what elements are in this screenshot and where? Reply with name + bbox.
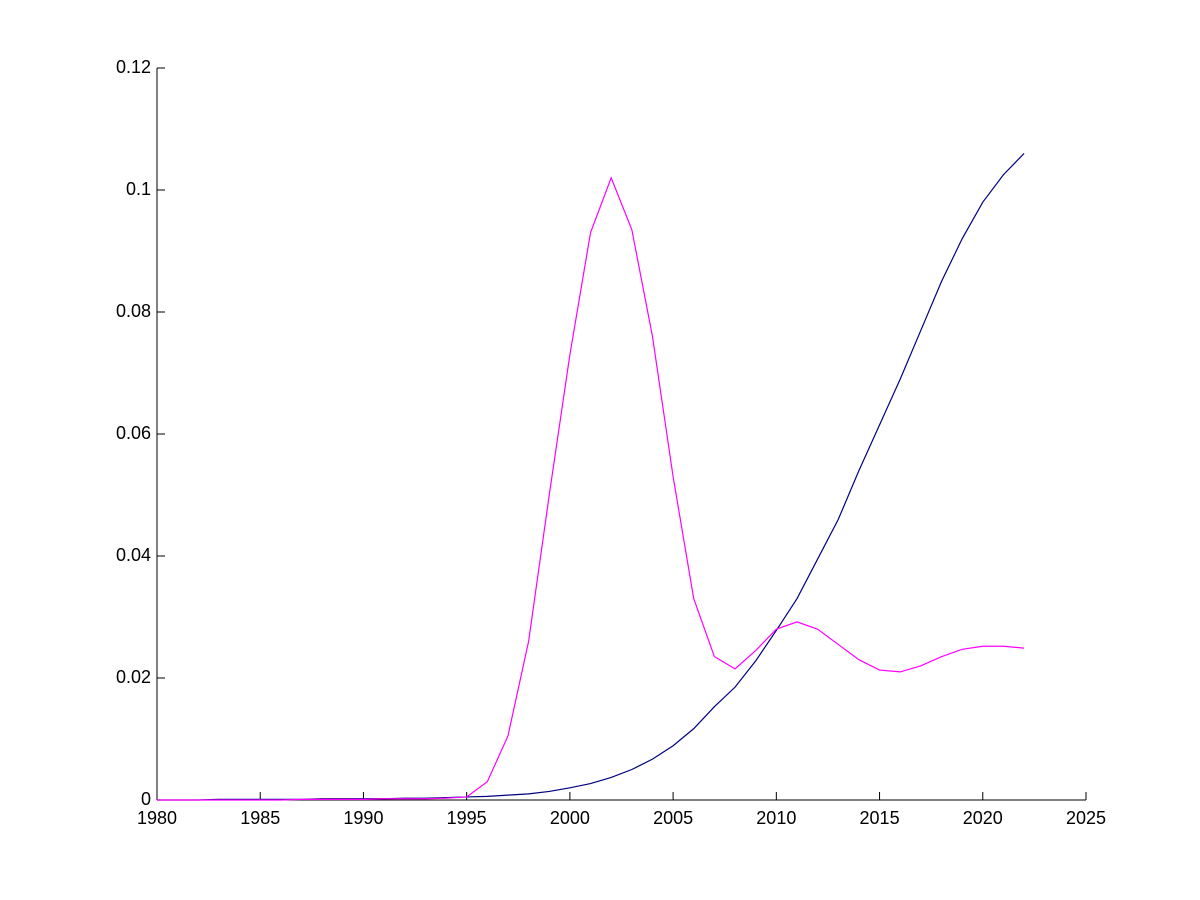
x-tick-label: 2020 bbox=[963, 808, 1003, 828]
y-tick-label: 0.12 bbox=[116, 57, 151, 77]
x-tick-label: 2005 bbox=[653, 808, 693, 828]
series-line bbox=[157, 152, 1025, 801]
x-tick-label: 2010 bbox=[756, 808, 796, 828]
x-tick-label: 1980 bbox=[137, 808, 177, 828]
x-tick-label: 1990 bbox=[343, 808, 383, 828]
y-tick-label: 0.04 bbox=[116, 545, 151, 565]
series-line bbox=[157, 176, 1025, 801]
x-tick-label: 2000 bbox=[550, 808, 590, 828]
x-tick-label: 1995 bbox=[447, 808, 487, 828]
y-tick-label: 0.06 bbox=[116, 423, 151, 443]
y-tick-label: 0.08 bbox=[116, 301, 151, 321]
y-tick-label: 0 bbox=[141, 789, 151, 809]
x-tick-label: 2015 bbox=[860, 808, 900, 828]
y-tick-label: 0.02 bbox=[116, 667, 151, 687]
y-tick-label: 0.1 bbox=[126, 179, 151, 199]
x-tick-label: 1985 bbox=[240, 808, 280, 828]
x-tick-label: 2025 bbox=[1066, 808, 1106, 828]
